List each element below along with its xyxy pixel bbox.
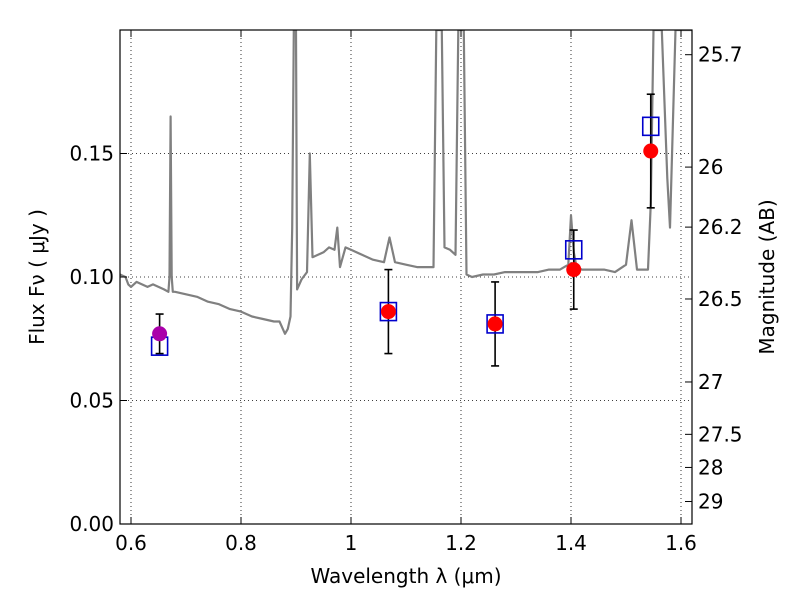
x-axis-label: Wavelength λ (μm) bbox=[310, 564, 501, 588]
grid-layer bbox=[120, 30, 692, 524]
y2-tick-label: 29 bbox=[698, 490, 723, 514]
y-tick-label: 0.10 bbox=[69, 265, 114, 289]
x-tick-label: 0.6 bbox=[115, 531, 147, 555]
model-photometry-box bbox=[379, 301, 398, 322]
observed-point bbox=[643, 143, 659, 159]
model-photometry-box bbox=[486, 314, 504, 334]
model-photometry-box bbox=[641, 116, 660, 137]
y2-tick-label: 26 bbox=[698, 155, 723, 179]
observed-point bbox=[380, 304, 396, 320]
data-points-layer bbox=[150, 93, 660, 367]
y-axis-label: Flux Fν ( μJy ) bbox=[25, 209, 49, 345]
y2-tick-label: 26.2 bbox=[698, 215, 743, 239]
x-tick-label: 1.4 bbox=[555, 531, 587, 555]
y2-tick-label: 25.7 bbox=[698, 43, 743, 67]
ticks-layer: 0.6 0.8 1 1.2 1.4 1.6 0.00 0.05 0.10 0.15 25.7 26 26… bbox=[69, 30, 743, 555]
model-spectrum-layer bbox=[120, 30, 692, 335]
y-tick-label: 0.15 bbox=[69, 142, 114, 166]
observed-point bbox=[566, 262, 582, 278]
observed-point bbox=[487, 316, 503, 332]
y2-tick-label: 27 bbox=[698, 370, 723, 394]
x-tick-label: 1.6 bbox=[665, 531, 697, 555]
x-tick-label: 1.2 bbox=[445, 531, 477, 555]
model-spectrum-line bbox=[120, 30, 692, 335]
y2-tick-label: 27.5 bbox=[698, 422, 743, 446]
y2-axis-label: Magnitude (AB) bbox=[755, 199, 779, 354]
model-photometry-box bbox=[564, 240, 583, 260]
y2-tick-label: 26.5 bbox=[698, 287, 743, 311]
y-tick-label: 0.05 bbox=[69, 389, 114, 413]
y-tick-label: 0.00 bbox=[69, 512, 114, 536]
observed-point bbox=[152, 326, 168, 342]
y2-tick-label: 28 bbox=[698, 455, 723, 479]
x-tick-label: 1 bbox=[345, 531, 358, 555]
plot-frame bbox=[119, 29, 693, 525]
x-tick-label: 0.8 bbox=[225, 531, 257, 555]
